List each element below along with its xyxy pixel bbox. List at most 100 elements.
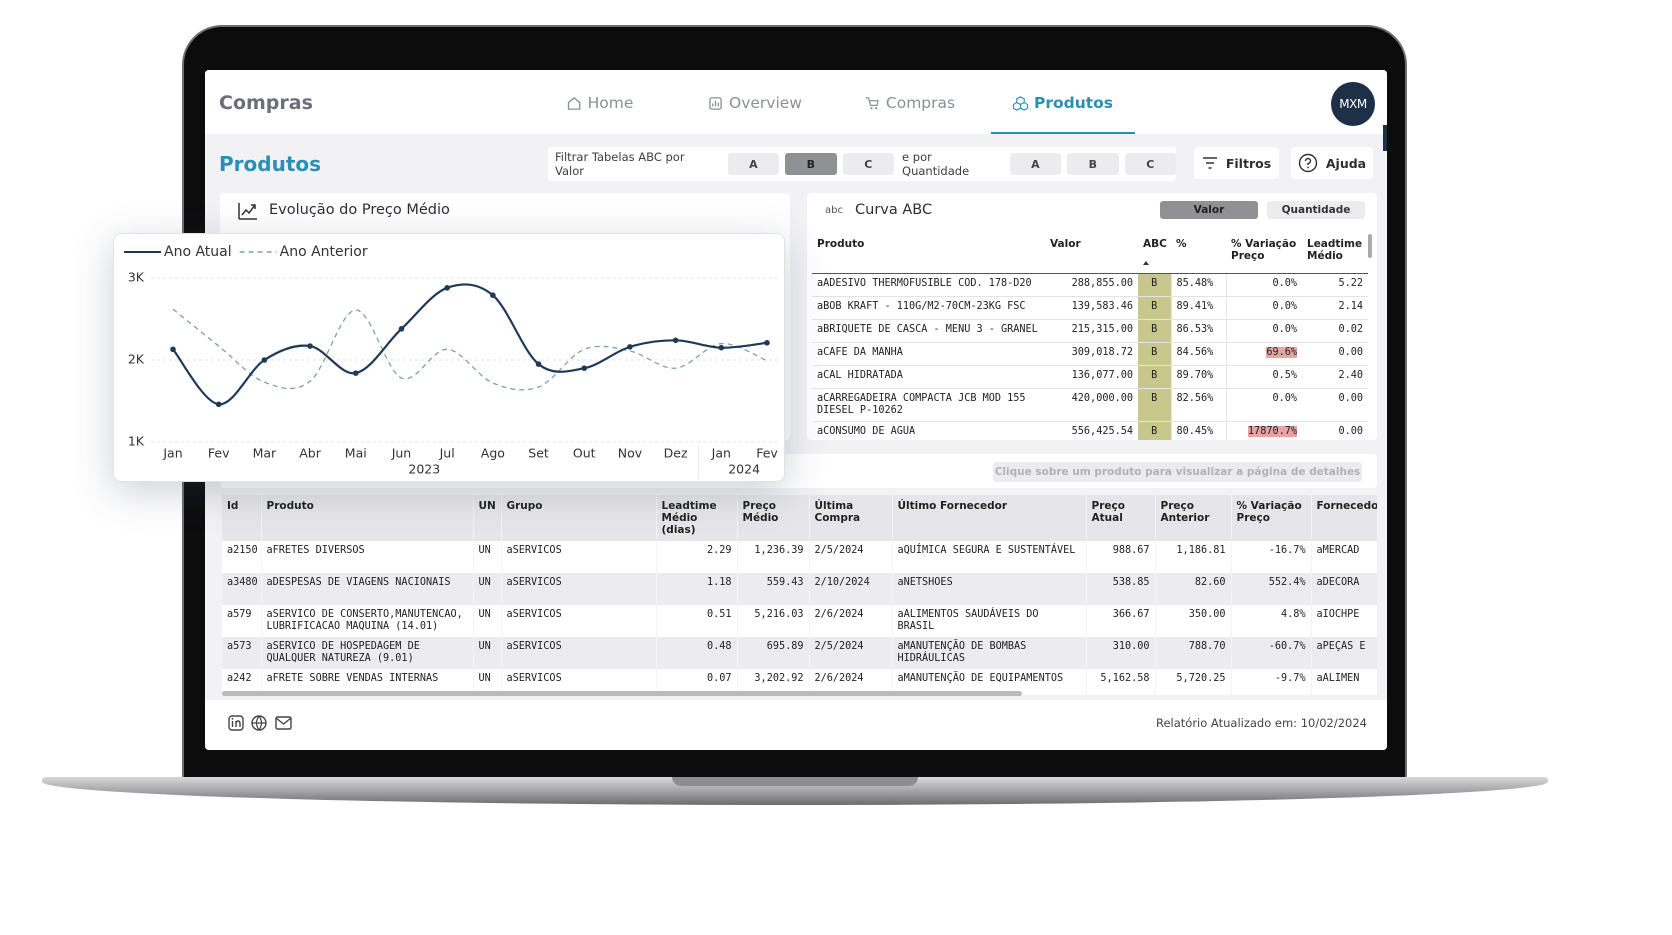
table-cell: 139,583.46 <box>1045 296 1138 320</box>
filter-option[interactable]: B <box>1067 153 1119 175</box>
card-title: Evolução do Preço Médio <box>269 202 450 218</box>
table-body: aADESIVO THERMOFUSIBLE COD. 178-D20 288,8… <box>812 273 1368 440</box>
button-label: Filtros <box>1225 155 1272 171</box>
table-cell: aFRETE SOBRE VENDAS INTERNAS <box>261 669 474 695</box>
avatar[interactable]: MXM <box>1331 82 1375 126</box>
table-row[interactable]: a573 aSERVICO DE HOSPEDAGEM DE QUALQUER N… <box>222 637 1377 669</box>
data-point <box>764 339 770 346</box>
table-cell: aSERVICO DE HOSPEDAGEM DE QUALQUER NATUR… <box>261 637 474 669</box>
column-header: UN <box>473 495 502 541</box>
overview-icon <box>709 97 722 110</box>
data-point <box>490 292 496 299</box>
nav-label: Produtos <box>1033 94 1114 112</box>
filter-bar: Filtrar Tabelas ABC por Valor A B C e po… <box>548 147 1177 181</box>
table-cell: 420,000.00 <box>1045 388 1138 422</box>
table-cell: aSERVICOS <box>501 605 657 637</box>
table-cell: UN <box>473 541 502 573</box>
column-header: Último Fornecedor <box>892 495 1087 541</box>
cart-icon <box>865 97 879 110</box>
table-cell: 552.4% <box>1231 573 1312 605</box>
column-header: Preço Médio <box>737 495 810 541</box>
table-cell: B <box>1138 273 1171 297</box>
filter-option[interactable]: B <box>785 153 837 175</box>
table-cell: 89.70% <box>1170 365 1226 389</box>
table-row[interactable]: a3480 aDESPESAS DE VIAGENS NACIONAIS UN aSE… <box>222 573 1377 605</box>
filter-option[interactable]: C <box>1124 153 1177 175</box>
products-table-wrap: Id Produto UN Grupo Leadtime Médio (dias) Pre… <box>222 495 1377 695</box>
chart: 1K 2K 3K Jan Fev Mar Abr Mai Jun Jul Ago Set Out Nov D… <box>124 244 779 478</box>
table-row[interactable]: aCAL HIDRATADA 136,077.00 B 89.70% 0.5% 2.40 <box>812 365 1368 389</box>
filters-button[interactable]: Filtros <box>1194 147 1279 179</box>
table-cell: 2/10/2024 <box>809 573 893 605</box>
abc-table-wrap: Produto Valor ABC%% Variação Preço Leadtime… <box>812 233 1372 440</box>
nav-item[interactable]: Home <box>545 94 656 132</box>
table-row[interactable]: aCAFE DA MANHA 309,018.72 B 84.56% 69.6% 0.00 <box>812 342 1368 366</box>
filter-label: Filtrar Tabelas ABC por Valor <box>555 150 685 178</box>
table-cell: aCAFE DA MANHA <box>812 342 1045 366</box>
column-header: ABC <box>1138 233 1171 274</box>
data-point <box>261 357 268 363</box>
table-row[interactable]: a579 aSERVICO DE CONSERTO,MANUTENCAO, LUB… <box>222 605 1377 637</box>
table-cell: aCARREGADEIRA COMPACTA JCB MOD 155 DIESE… <box>812 388 1045 422</box>
nav-item[interactable]: Compras <box>843 94 977 132</box>
table-row[interactable]: aADESIVO THERMOFUSIBLE COD. 178-D20 288,8… <box>812 273 1368 297</box>
table-cell: 788.70 <box>1155 637 1232 669</box>
data-point <box>535 361 542 367</box>
data-point <box>581 365 588 371</box>
table-cell: a3480 <box>222 573 262 605</box>
toggle-option[interactable]: Valor <box>1160 201 1258 219</box>
updated-at: Relatório Atualizado em: 10/02/2024 <box>1155 716 1367 730</box>
filter-option[interactable]: A <box>727 153 780 175</box>
table-cell: 0.5% <box>1225 365 1302 389</box>
toggle-option[interactable]: Quantidade <box>1267 201 1365 219</box>
table-cell: aBOB KRAFT - 110G/M2-70CM-23KG FSC <box>812 296 1045 320</box>
table-cell: 86.53% <box>1170 319 1226 343</box>
table-cell: 82.60 <box>1155 573 1232 605</box>
x-tick-label: Ago <box>481 446 505 461</box>
table-row[interactable]: aBOB KRAFT - 110G/M2-70CM-23KG FSC 139,58… <box>812 296 1368 320</box>
chart-card: 1K 2K 3K Jan Fev Mar Abr Mai Jun Jul Ago Set Out Nov D… <box>113 233 785 482</box>
table-row[interactable]: a242 aFRETE SOBRE VENDAS INTERNAS UN aSERVI… <box>222 669 1377 695</box>
x-tick-label: Fev <box>756 446 778 461</box>
table-cell: 17870.7% <box>1225 421 1302 440</box>
table-cell: 5.22 <box>1302 273 1368 297</box>
filter-option[interactable]: C <box>842 153 895 175</box>
home-icon <box>567 97 581 110</box>
table-cell: 988.67 <box>1086 541 1156 573</box>
table-cell: aNETSHOES <box>892 573 1087 605</box>
table-cell: 538.85 <box>1086 573 1156 605</box>
scrollbar <box>1368 234 1372 258</box>
table-cell: 2/5/2024 <box>809 637 893 669</box>
table-head: Id Produto UN Grupo Leadtime Médio (dias) Pre… <box>222 495 1377 541</box>
table-cell: 2/6/2024 <box>809 605 893 637</box>
top-bar: Compras Home Overview Compras Produtos M… <box>205 70 1387 134</box>
table-cell: 0.0% <box>1225 273 1302 297</box>
table-cell: -60.7% <box>1231 637 1312 669</box>
filter-option[interactable]: A <box>1009 153 1062 175</box>
table-row[interactable]: aCONSUMO DE AGUA 556,425.54 B 80.45% 17870.7… <box>812 421 1368 440</box>
table-cell: 84.56% <box>1170 342 1226 366</box>
nav-item[interactable]: Produtos <box>990 94 1136 134</box>
table-row[interactable]: aBRIQUETE DE CASCA - MENU 3 - GRANEL 215,… <box>812 319 1368 343</box>
table-cell: 0.0% <box>1225 388 1302 422</box>
app-title: Compras <box>219 92 313 114</box>
x-group-label: 2024 <box>728 462 760 477</box>
nav-item[interactable]: Overview <box>686 94 824 132</box>
table-cell: B <box>1138 319 1171 343</box>
x-tick-label: Nov <box>618 446 643 461</box>
help-button[interactable]: Ajuda <box>1291 147 1373 179</box>
data-point <box>215 401 222 408</box>
data-point <box>444 285 450 291</box>
table-row[interactable]: a2150 aFRETES DIVERSOS UN aSERVICOS 2.29 1,23… <box>222 541 1377 573</box>
table-cell: 136,077.00 <box>1045 365 1138 389</box>
column-header: Valor <box>1045 233 1138 274</box>
x-tick-label: Jan <box>711 446 731 461</box>
footer-icons[interactable] <box>227 714 297 732</box>
column-header: % Variação Preço <box>1231 495 1312 541</box>
data-point <box>352 370 359 376</box>
table-row[interactable]: aCARREGADEIRA COMPACTA JCB MOD 155 DIESE… <box>812 388 1368 422</box>
table-cell: 0.02 <box>1302 319 1368 343</box>
legend-label: Ano Atual <box>164 244 232 260</box>
data-point <box>672 337 679 344</box>
